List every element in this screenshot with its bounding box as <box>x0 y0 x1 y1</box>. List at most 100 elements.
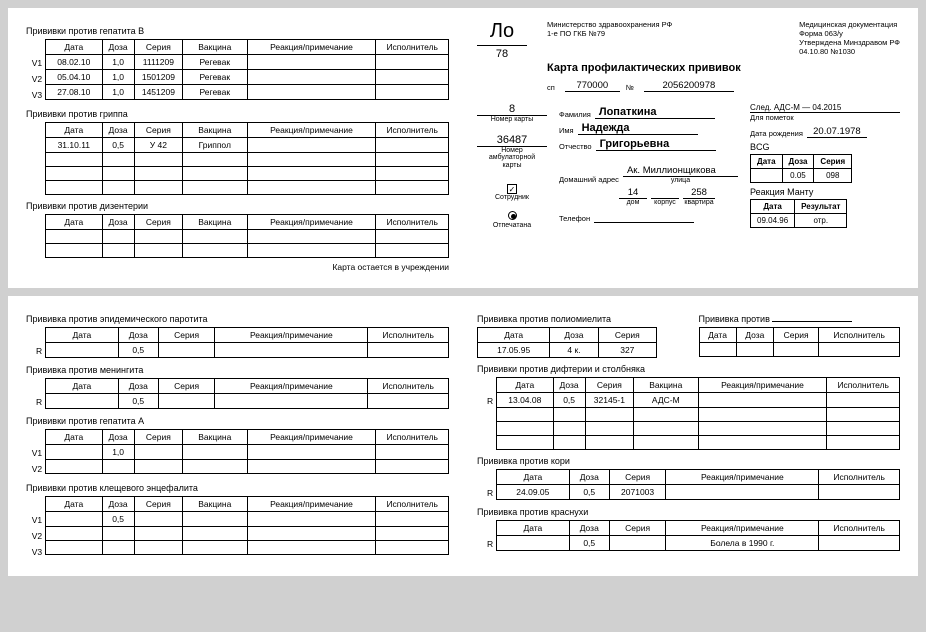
phone-val <box>594 222 694 223</box>
custom-table: ДатаДозаСерияИсполнитель <box>699 327 901 357</box>
col-header: Вакцина <box>183 215 247 230</box>
table-row <box>46 541 449 555</box>
dipht-table: ДатаДозаСерияВакцинаРеакция/примечаниеИс… <box>496 377 900 450</box>
amb-label: Номер амбулаторной карты <box>477 147 547 170</box>
table-row: 24.09.050,52071003 <box>497 485 900 500</box>
table-row: 27.08.101,01451209Регевак <box>46 85 449 100</box>
col-header: Исполнитель <box>819 521 900 536</box>
table-row <box>46 167 449 181</box>
printed-radio[interactable] <box>508 211 517 220</box>
card-title: Карта профилактических прививок <box>547 62 900 74</box>
table-row: 13.04.080,532145-1АДС-М <box>497 393 900 408</box>
sheet-1: Прививки против гепатита B V1 V2 V3 Дата… <box>8 8 918 288</box>
dys-table: ДатаДозаСерияВакцинаРеакция/примечаниеИс… <box>45 214 449 258</box>
col-header: Реакция/примечание <box>215 379 368 394</box>
col-header: Реакция/примечание <box>666 470 819 485</box>
addr-street: Ак. Миллионщикова <box>623 165 738 177</box>
table-row <box>497 408 900 422</box>
table-row: 31.10.110,5У 42Гриппол <box>46 138 449 153</box>
col-header: Реакция/примечание <box>247 215 376 230</box>
col-header: Серия <box>134 430 182 445</box>
next-label: След. АДС-М — 04.2015 <box>750 103 900 113</box>
flu-table: ДатаДозаСерияВакцинаРеакция/примечаниеИс… <box>45 122 449 195</box>
col-header: Дата <box>46 328 119 343</box>
hepb-title: Прививки против гепатита B <box>26 26 449 36</box>
sheet2-left: Прививка против эпидемического паротита … <box>26 308 463 564</box>
col-header: Реакция/примечание <box>215 328 368 343</box>
sheet2-right: Прививка против полиомиелита ДатаДозаСер… <box>463 308 900 564</box>
col-header: Доза <box>102 430 134 445</box>
table-row: 0,5 <box>46 394 449 409</box>
sheet1-right: Ло 78 Министерство здравоохранения РФ 1-… <box>463 20 900 276</box>
col-header: Реакция/примечание <box>247 497 376 512</box>
col-header: Исполнитель <box>368 328 449 343</box>
col-header: Дата <box>497 378 553 393</box>
surname-block: Ло 78 <box>477 20 527 60</box>
footer-note: Карта остается в учреждении <box>26 262 449 272</box>
patr-val: Григорьевна <box>596 138 716 151</box>
col-header: Дата <box>46 497 102 512</box>
mening-title: Прививка против менингита <box>26 365 449 375</box>
table-row <box>46 527 449 541</box>
table-row <box>46 181 449 195</box>
num-val: 2056200978 <box>644 80 734 92</box>
col-header: Серия <box>134 497 182 512</box>
dob-val: 20.07.1978 <box>807 126 867 138</box>
col-header: Вакцина <box>183 40 247 55</box>
col-header: Исполнитель <box>376 40 449 55</box>
fam-val: Лопаткина <box>595 106 715 119</box>
col-header: Исполнитель <box>376 123 449 138</box>
col-header: Дата <box>46 430 102 445</box>
col-header: Исполнитель <box>376 215 449 230</box>
tick-title: Прививки против клещевого энцефалита <box>26 483 449 493</box>
hepb-rowlabels: V1 V2 V3 <box>26 55 45 103</box>
table-row: 0,5 <box>46 343 449 358</box>
col-header: Доза <box>102 123 134 138</box>
custom-title: Прививка против <box>699 314 901 324</box>
hepb-table: ДатаДозаСерияВакцинаРеакция/примечаниеИс… <box>45 39 449 100</box>
col-header: Серия <box>609 521 665 536</box>
col-header: Доза <box>553 378 585 393</box>
docmeta: Медицинская документация Форма 063/у Утв… <box>799 20 900 56</box>
table-row: 08.02.101,01111209Регевак <box>46 55 449 70</box>
table-row <box>46 230 449 244</box>
col-header: Вакцина <box>183 497 247 512</box>
sp-val: 770000 <box>565 80 620 92</box>
dys-title: Прививки против дизентерии <box>26 201 449 211</box>
hepa-table: ДатаДозаСерияВакцинаРеакция/примечаниеИс… <box>45 429 449 474</box>
col-header: Дата <box>46 215 102 230</box>
col-header: Серия <box>609 470 665 485</box>
col-header: Исполнитель <box>827 378 900 393</box>
col-header: Реакция/примечание <box>247 123 376 138</box>
mantu-table: ДатаРезультат 09.04.96отр. <box>750 199 847 228</box>
table-row <box>46 153 449 167</box>
col-header: Исполнитель <box>819 470 900 485</box>
ministry: Министерство здравоохранения РФ 1-е ПО Г… <box>547 20 672 56</box>
table-row: 05.04.101,01501209Регевак <box>46 70 449 85</box>
parotit-title: Прививка против эпидемического паротита <box>26 314 449 324</box>
bcg-title: BCG <box>750 142 900 152</box>
col-header: Реакция/примечание <box>666 521 819 536</box>
col-header: Исполнитель <box>376 497 449 512</box>
col-header: Реакция/примечание <box>698 378 827 393</box>
col-header: Доза <box>102 497 134 512</box>
measles-title: Прививка против кори <box>477 456 900 466</box>
col-header: Серия <box>134 215 182 230</box>
col-header: Доза <box>118 328 158 343</box>
amb-num: 36487 <box>477 134 547 147</box>
mening-table: ДатаДозаСерияРеакция/примечаниеИсполните… <box>45 378 449 409</box>
col-header: Дата <box>46 123 102 138</box>
col-header: Реакция/примечание <box>247 430 376 445</box>
col-header: Серия <box>134 123 182 138</box>
table-row <box>46 244 449 258</box>
polio-title: Прививка против полиомиелита <box>477 314 679 324</box>
col-header: Серия <box>158 328 214 343</box>
col-header: Доза <box>102 215 134 230</box>
col-header: Реакция/примечание <box>247 40 376 55</box>
col-header: Вакцина <box>634 378 698 393</box>
col-header: Вакцина <box>183 123 247 138</box>
table-row: 0,5 <box>46 512 449 527</box>
col-header: Доза <box>118 379 158 394</box>
employee-checkbox[interactable]: ✓ <box>507 184 517 194</box>
table-row: 1,0 <box>46 445 449 460</box>
